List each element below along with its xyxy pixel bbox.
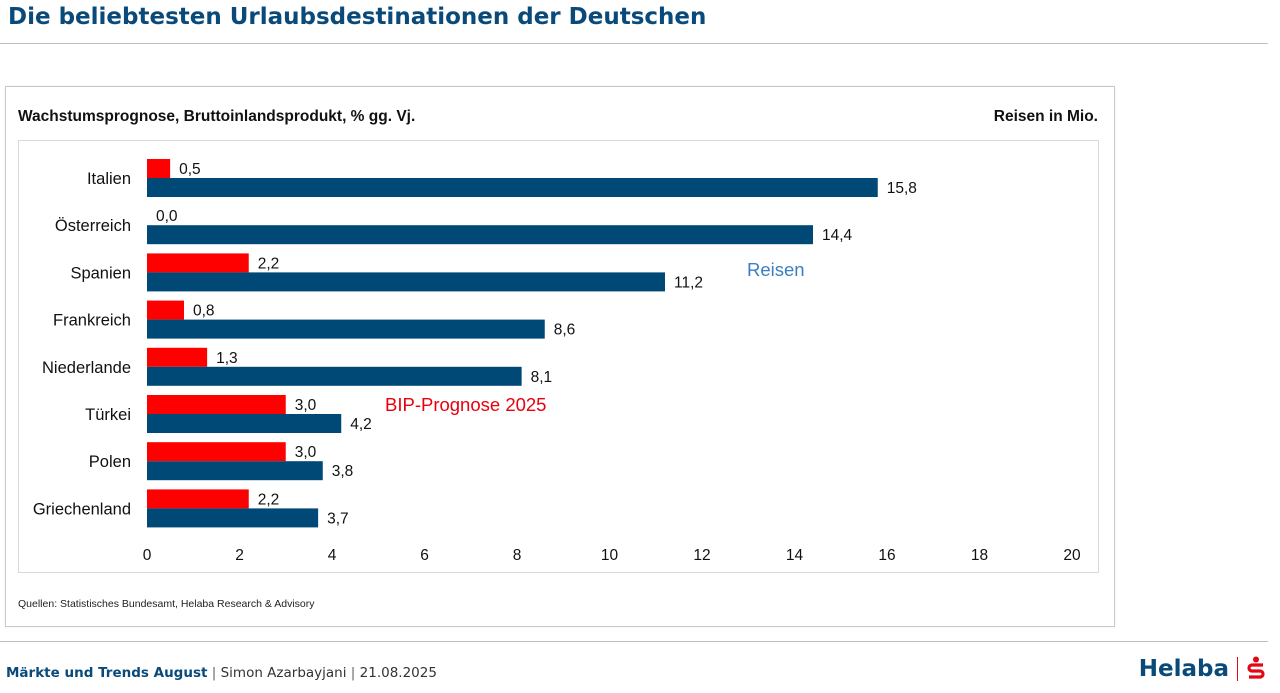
x-tick-label: 10 [601, 547, 619, 564]
category-label: Türkei [85, 406, 131, 424]
reisen-value-label: 14,4 [822, 227, 853, 244]
footer-author: Simon Azarbayjani [220, 665, 347, 681]
x-tick-label: 8 [513, 547, 522, 564]
footer-separator: | [350, 665, 356, 681]
footer-separator: | [211, 665, 217, 681]
bip-bar-6 [147, 395, 286, 414]
category-label: Spanien [70, 264, 131, 282]
reisen-bar-5 [147, 366, 522, 386]
brand-name: Helaba [1138, 656, 1229, 682]
reisen-value-label: 8,6 [554, 322, 576, 339]
reisen-value-label: 3,8 [332, 463, 354, 480]
x-tick-label: 12 [693, 547, 710, 564]
plot-frame [18, 140, 1099, 573]
reisen-bar-8 [147, 508, 319, 528]
reisen-value-label: 8,1 [531, 369, 553, 386]
reisen-bar-2 [147, 225, 813, 245]
reisen-annotation: Reisen [747, 259, 805, 280]
category-label: Niederlande [42, 359, 131, 377]
category-label: Italien [87, 170, 131, 188]
category-label: Griechenland [33, 500, 131, 518]
reisen-bar-1 [147, 178, 878, 197]
brand-divider [1237, 657, 1238, 681]
bip-value-label: 0,8 [193, 303, 215, 320]
footer-report: Märkte und Trends August [6, 665, 208, 681]
bip-value-label: 0,0 [156, 208, 178, 225]
footer-date: 21.08.2025 [359, 665, 437, 681]
header-divider [0, 43, 1268, 44]
bip-value-label: 3,0 [295, 397, 317, 414]
bip-value-label: 1,3 [216, 350, 238, 367]
bip-bar-8 [147, 489, 249, 509]
source-note: Quellen: Statistisches Bundesamt, Helaba… [18, 598, 315, 610]
bip-value-label: 2,2 [258, 491, 280, 508]
x-tick-label: 0 [143, 547, 152, 564]
reisen-bar-3 [147, 272, 665, 292]
x-tick-label: 18 [971, 547, 988, 564]
reisen-value-label: 11,2 [674, 274, 703, 291]
chart-subtitle: Wachstumsprognose, Bruttoinlandsprodukt,… [18, 108, 416, 125]
bip-bar-1 [147, 159, 171, 178]
footer-divider [0, 641, 1268, 642]
x-tick-label: 14 [786, 547, 804, 564]
reisen-bar-4 [147, 319, 545, 339]
bip-bar-4 [147, 300, 184, 320]
reisen-bar-7 [147, 461, 323, 481]
bip-value-label: 0,5 [179, 161, 201, 178]
brand-logo: Helaba [1139, 656, 1266, 682]
category-label: Frankreich [53, 312, 131, 330]
reisen-value-label: 15,8 [887, 180, 917, 197]
bip-bar-7 [147, 442, 286, 462]
bip-bar-3 [147, 253, 249, 273]
x-tick-label: 4 [328, 547, 337, 564]
x-tick-label: 6 [420, 547, 429, 564]
x-tick-label: 16 [878, 547, 895, 564]
chart-unit-label: Reisen in Mio. [993, 108, 1098, 125]
sparkasse-s-icon [1247, 656, 1265, 679]
reisen-bar-6 [147, 414, 342, 433]
bip-annotation: BIP-Prognose 2025 [385, 394, 546, 415]
bip-value-label: 3,0 [295, 444, 317, 461]
reisen-value-label: 4,2 [350, 416, 372, 433]
category-label: Polen [89, 453, 131, 471]
bip-value-label: 2,2 [258, 255, 280, 272]
page-title: Die beliebtesten Urlaubsdestinationen de… [8, 4, 707, 30]
category-label: Österreich [55, 217, 131, 235]
footer-info: Märkte und Trends August | Simon Azarbay… [6, 665, 437, 681]
x-tick-label: 20 [1063, 547, 1081, 564]
reisen-value-label: 3,7 [327, 510, 349, 527]
bip-bar-5 [147, 347, 208, 367]
x-tick-label: 2 [235, 547, 244, 564]
